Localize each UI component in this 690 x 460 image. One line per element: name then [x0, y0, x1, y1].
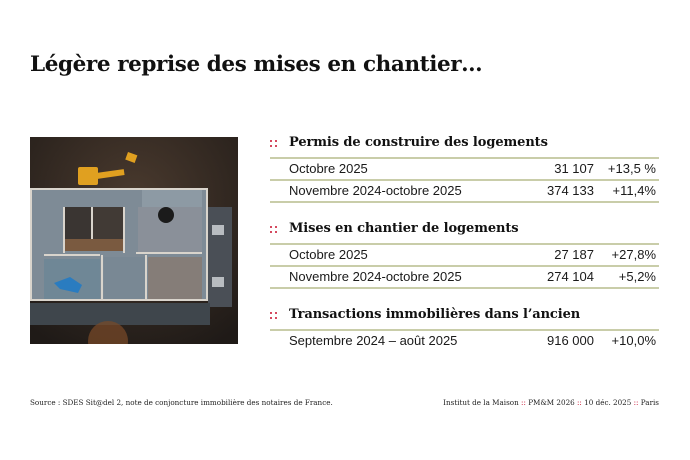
bullet-icon: [270, 312, 278, 320]
aerial-construction-image: [30, 137, 238, 344]
row-label: Novembre 2024-octobre 2025: [289, 183, 462, 198]
construction-site-photo: [30, 137, 238, 344]
table-row: Novembre 2024-octobre 2025 274 104 +5,2%: [270, 265, 659, 289]
row-change: +27,8%: [611, 247, 656, 262]
row-value: 916 000: [547, 333, 594, 348]
bullet-icon: [270, 226, 278, 234]
table-row: Novembre 2024-octobre 2025 374 133 +11,4…: [270, 179, 659, 203]
bullet-icon: [270, 140, 278, 148]
row-value: 27 187: [554, 247, 594, 262]
section-title: Mises en chantier de logements: [289, 221, 519, 236]
row-change: +5,2%: [618, 269, 656, 284]
slide-title: Légère reprise des mises en chantier…: [30, 52, 483, 77]
section-existing-transactions: Transactions immobilières dans l’ancien …: [270, 307, 659, 351]
row-label: Octobre 2025: [289, 161, 368, 176]
footer-event: PM&M 2026: [528, 398, 575, 407]
row-change: +11,4%: [612, 183, 657, 198]
row-value: 31 107: [554, 161, 594, 176]
row-value: 374 133: [547, 183, 594, 198]
table-row: Octobre 2025 31 107 +13,5 %: [270, 157, 659, 179]
section-housing-starts: Mises en chantier de logements Octobre 2…: [270, 221, 659, 289]
footer-separator: ::: [521, 398, 526, 407]
row-value: 274 104: [547, 269, 594, 284]
row-change: +10,0%: [611, 333, 656, 348]
row-label: Septembre 2024 – août 2025: [289, 333, 458, 348]
section-title: Permis de construire des logements: [289, 135, 548, 150]
footer-org: Institut de la Maison: [443, 398, 519, 407]
footer-credits: Institut de la Maison :: PM&M 2026 :: 10…: [443, 398, 659, 407]
row-label: Novembre 2024-octobre 2025: [289, 269, 462, 284]
section-title: Transactions immobilières dans l’ancien: [289, 307, 581, 322]
section-building-permits: Permis de construire des logements Octob…: [270, 135, 659, 203]
footer-separator: ::: [633, 398, 639, 407]
source-note: Source : SDES Sit@del 2, note de conjonc…: [30, 398, 333, 407]
row-change: +13,5 %: [607, 161, 656, 176]
footer-separator: ::: [577, 398, 582, 407]
footer-date: 10 déc. 2025: [584, 398, 632, 407]
table-row: Septembre 2024 – août 2025 916 000 +10,0…: [270, 329, 659, 351]
table-row: Octobre 2025 27 187 +27,8%: [270, 243, 659, 265]
footer-city: Paris: [640, 398, 659, 407]
row-label: Octobre 2025: [289, 247, 368, 262]
